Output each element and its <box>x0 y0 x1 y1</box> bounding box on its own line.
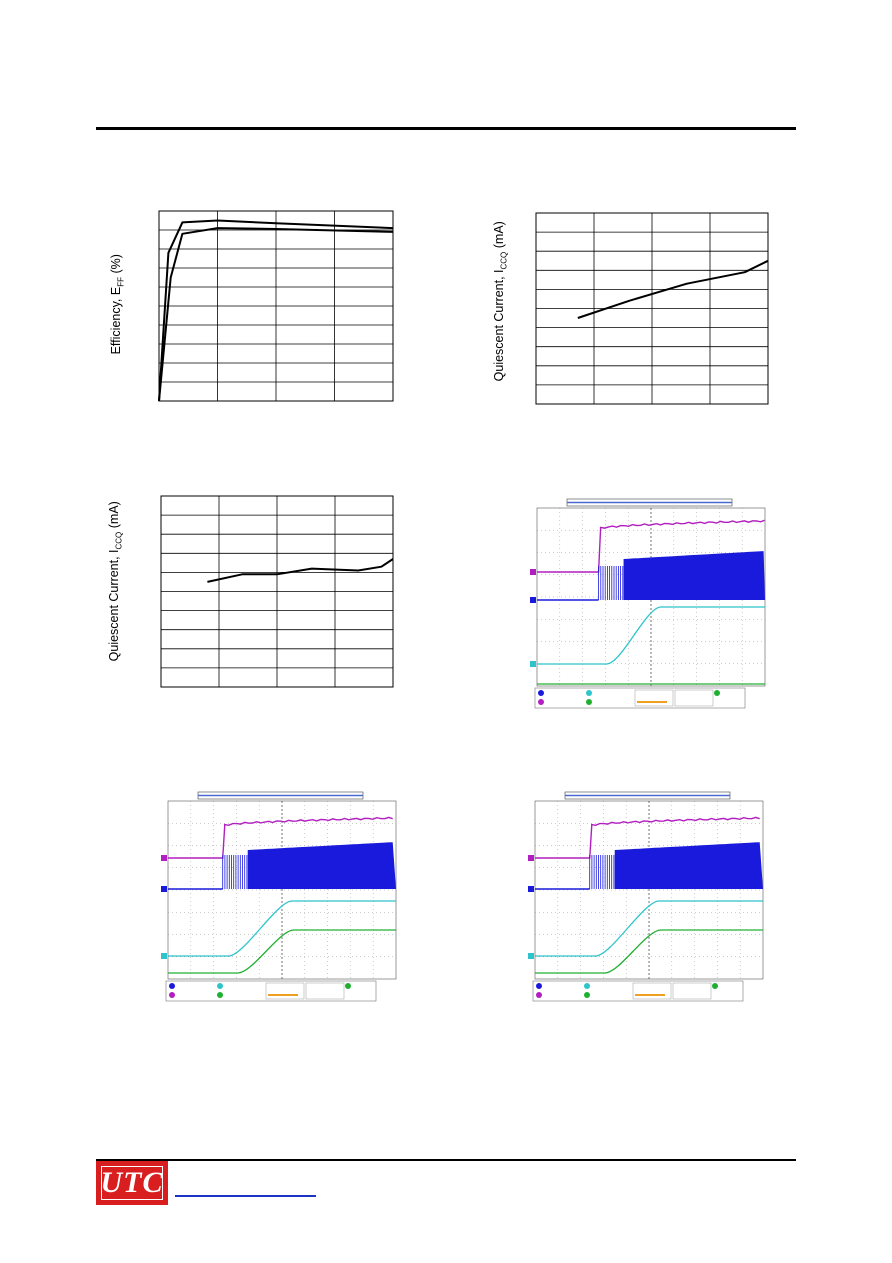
readout-panel <box>532 980 744 1002</box>
ch1-switching-burst <box>614 842 763 889</box>
ch2-trace <box>535 816 760 859</box>
quiescent-chart-2 <box>160 495 394 688</box>
readout-channel-dot-3 <box>586 690 592 696</box>
scope-capture-startup-1 <box>530 498 766 709</box>
scope-capture-startup-2 <box>161 791 397 1002</box>
readout-timebase <box>634 689 674 707</box>
ch1-switching-burst <box>247 842 396 889</box>
channel-marker-1 <box>528 855 534 861</box>
ch3-trace <box>168 900 396 957</box>
readout-channel-dot-1 <box>538 690 544 696</box>
channel-marker-2 <box>528 886 534 892</box>
readout-channel-dot-2 <box>538 699 544 705</box>
readout-sampling <box>305 982 345 1000</box>
readout-panel <box>534 687 746 709</box>
quiescent-axis-label-2: Quiescent Current, ICCQ (mA) <box>106 501 124 662</box>
ch3-trace <box>535 900 763 957</box>
readout-channel-dot-4 <box>217 992 223 998</box>
quiescent-chart-1 <box>535 212 769 405</box>
channel-marker-2 <box>161 886 167 892</box>
ch1-pulses <box>598 566 624 600</box>
ch1-pulses <box>589 855 615 889</box>
ch1-switching-burst <box>623 551 765 600</box>
ch1-pulses <box>222 855 248 889</box>
website-link[interactable] <box>175 1195 316 1197</box>
channel-marker-1 <box>161 855 167 861</box>
readout-channel-dot-2 <box>169 992 175 998</box>
readout-channel-dot-5 <box>714 690 720 696</box>
readout-sampling <box>672 982 712 1000</box>
readout-channel-dot-4 <box>586 699 592 705</box>
series-line-1 <box>577 259 769 319</box>
series-line-2 <box>158 219 394 402</box>
quiescent-axis-label-1: Quiescent Current, ICCQ (mA) <box>491 221 509 382</box>
ch4-trace <box>168 929 396 974</box>
channel-marker-3 <box>161 953 167 959</box>
readout-channel-dot-3 <box>584 983 590 989</box>
readout-channel-dot-5 <box>712 983 718 989</box>
readout-channel-dot-5 <box>345 983 351 989</box>
readout-timebase <box>265 982 305 1000</box>
series-line-1 <box>158 227 394 402</box>
channel-marker-1 <box>530 569 536 575</box>
readout-sampling <box>674 689 714 707</box>
header-rule <box>96 127 796 130</box>
scope-capture-startup-3 <box>528 791 764 1002</box>
efficiency-axis-label: Efficiency, EFF (%) <box>108 254 126 355</box>
readout-panel <box>165 980 377 1002</box>
readout-channel-dot-3 <box>217 983 223 989</box>
series-line-1 <box>207 558 394 583</box>
ch4-trace <box>535 929 763 974</box>
readout-channel-dot-2 <box>536 992 542 998</box>
ch2-trace <box>168 816 393 859</box>
readout-channel-dot-1 <box>169 983 175 989</box>
readout-timebase <box>632 982 672 1000</box>
readout-channel-dot-1 <box>536 983 542 989</box>
channel-marker-3 <box>528 953 534 959</box>
ch3-trace <box>537 606 765 665</box>
utc-logo: UTC <box>96 1161 168 1205</box>
channel-marker-3 <box>530 661 536 667</box>
efficiency-chart <box>158 210 394 402</box>
ch2-trace <box>537 519 765 573</box>
channel-marker-2 <box>530 597 536 603</box>
footer-rule <box>96 1159 796 1161</box>
readout-channel-dot-4 <box>584 992 590 998</box>
